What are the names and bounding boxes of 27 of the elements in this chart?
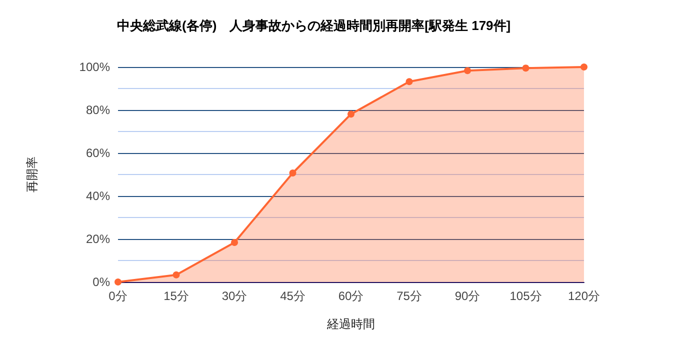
point (231, 238, 238, 246)
x-tick-label: 75分 (396, 289, 422, 303)
point (172, 271, 180, 278)
x-tick-label: 0分 (108, 289, 128, 303)
x-tick-label: 45分 (280, 289, 306, 303)
point (464, 67, 471, 74)
y-tick-label: 80% (86, 103, 110, 117)
point (348, 110, 354, 118)
point (580, 64, 588, 70)
x-axis-title: 経過時間 (326, 317, 375, 331)
x-tick-label: 90分 (454, 289, 480, 303)
y-tick-label: 40% (86, 189, 110, 203)
x-tick-label: 15分 (164, 289, 189, 303)
y-tick-label: 60% (86, 146, 110, 160)
x-tick-label: 120分 (568, 289, 600, 303)
point (114, 278, 122, 286)
x-tick-label: 60分 (338, 289, 364, 303)
chart-title: 中央総武線(各停) 人身事故からの経過時間別再開率[駅発生 179件] (117, 18, 511, 33)
y-tick-label: 0% (92, 275, 110, 289)
y-tick-label: 20% (86, 232, 110, 246)
point (289, 169, 296, 176)
point (522, 64, 530, 72)
point (406, 78, 413, 86)
x-tick-label: 105分 (510, 289, 542, 303)
x-tick-label: 30分 (222, 289, 248, 303)
y-tick-label: 100% (79, 60, 110, 74)
y-axis-title: 再開率 (25, 156, 39, 192)
